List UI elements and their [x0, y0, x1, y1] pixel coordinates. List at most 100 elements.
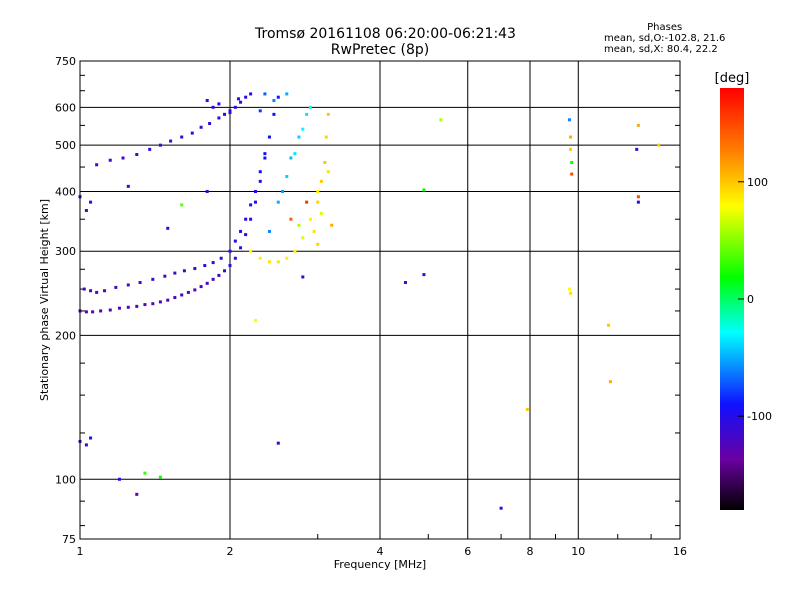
colorbar-tick-label: 0: [747, 293, 754, 306]
data-point: [193, 288, 197, 292]
data-point: [211, 261, 215, 265]
data-point: [326, 112, 330, 116]
x-tick-label: 4: [377, 545, 384, 558]
data-point: [166, 226, 170, 230]
data-point: [323, 160, 327, 164]
data-point: [173, 271, 177, 275]
x-tick-label: 2: [227, 545, 234, 558]
data-point: [219, 256, 223, 260]
y-tick-label: 200: [55, 329, 76, 342]
data-point: [297, 135, 301, 139]
data-point: [223, 269, 227, 273]
data-point: [233, 239, 237, 243]
data-point: [263, 156, 267, 160]
data-point: [211, 277, 215, 281]
data-point: [281, 189, 285, 193]
data-point: [217, 273, 221, 277]
data-point: [607, 323, 611, 327]
y-tick-label: 75: [62, 533, 76, 546]
data-point: [217, 116, 221, 120]
data-point: [228, 111, 232, 115]
data-point: [84, 443, 88, 447]
data-point: [301, 236, 305, 240]
data-point: [117, 477, 121, 481]
data-point: [244, 217, 248, 221]
data-point: [135, 492, 139, 496]
data-point: [289, 217, 293, 221]
data-point: [244, 233, 248, 237]
data-point: [249, 217, 253, 221]
data-point: [293, 249, 297, 253]
data-point: [91, 310, 95, 314]
data-point: [158, 475, 162, 479]
data-point: [135, 304, 139, 308]
grid: [80, 61, 680, 539]
data-point: [285, 256, 289, 260]
data-point: [276, 441, 280, 445]
data-point: [301, 127, 305, 131]
data-point: [199, 125, 203, 129]
data-point: [143, 303, 147, 307]
data-point: [151, 302, 155, 306]
data-point: [439, 118, 443, 122]
data-point: [272, 99, 276, 103]
data-point: [570, 160, 574, 164]
data-point: [166, 298, 170, 302]
data-point: [135, 153, 139, 157]
data-point: [199, 285, 203, 289]
data-point: [308, 105, 312, 109]
data-point: [258, 256, 262, 260]
data-point: [276, 95, 280, 99]
data-point: [103, 289, 107, 293]
data-point: [203, 264, 207, 268]
x-tick-label: 16: [673, 545, 687, 558]
data-point: [239, 229, 243, 233]
data-point: [319, 179, 323, 183]
data-point: [326, 170, 330, 174]
data-point: [308, 217, 312, 221]
data-point: [126, 305, 130, 309]
chart-subtitle: RwPretec (8p): [330, 42, 430, 58]
y-tick-label: 100: [55, 473, 76, 486]
data-point: [180, 135, 184, 139]
data-point: [636, 200, 640, 204]
data-point: [422, 273, 426, 277]
data-point: [182, 269, 186, 273]
y-axis-label: Stationary phase Virtual Height [km]: [38, 199, 51, 401]
data-point: [608, 380, 612, 384]
data-point: [305, 112, 309, 116]
data-point: [289, 156, 293, 160]
y-tick-label: 750: [55, 55, 76, 68]
data-point: [258, 109, 262, 113]
data-point: [205, 281, 209, 285]
data-point: [636, 195, 640, 199]
data-point: [276, 260, 280, 264]
data-point: [657, 143, 661, 147]
data-point: [126, 283, 130, 287]
data-point: [272, 112, 276, 116]
data-point: [249, 249, 253, 253]
chart-title: Tromsø 20161108 06:20:00-06:21:43: [255, 26, 516, 42]
colorbar-label: [deg]: [715, 71, 750, 86]
data-point: [223, 112, 227, 116]
data-point: [233, 105, 237, 109]
data-point: [121, 156, 125, 160]
y-tick-labels: 75 100 200 300 400 500 600 750: [55, 55, 76, 546]
data-point: [312, 229, 316, 233]
data-point: [84, 209, 88, 213]
data-point: [89, 436, 93, 440]
data-point: [499, 506, 503, 510]
y-tick-label: 500: [55, 139, 76, 152]
data-point: [239, 246, 243, 250]
data-point: [635, 147, 639, 151]
x-axis-label: Frequency [MHz]: [334, 558, 426, 571]
phases-legend: Phases mean, sd,O:-102.8, 21.6 mean, sd,…: [604, 22, 725, 55]
data-point: [95, 290, 99, 294]
x-tick-label: 10: [571, 545, 585, 558]
data-point: [297, 223, 301, 227]
data-point: [258, 179, 262, 183]
data-point: [276, 200, 280, 204]
x-tick-label: 6: [464, 545, 471, 558]
data-point: [267, 260, 271, 264]
data-point: [190, 131, 194, 135]
